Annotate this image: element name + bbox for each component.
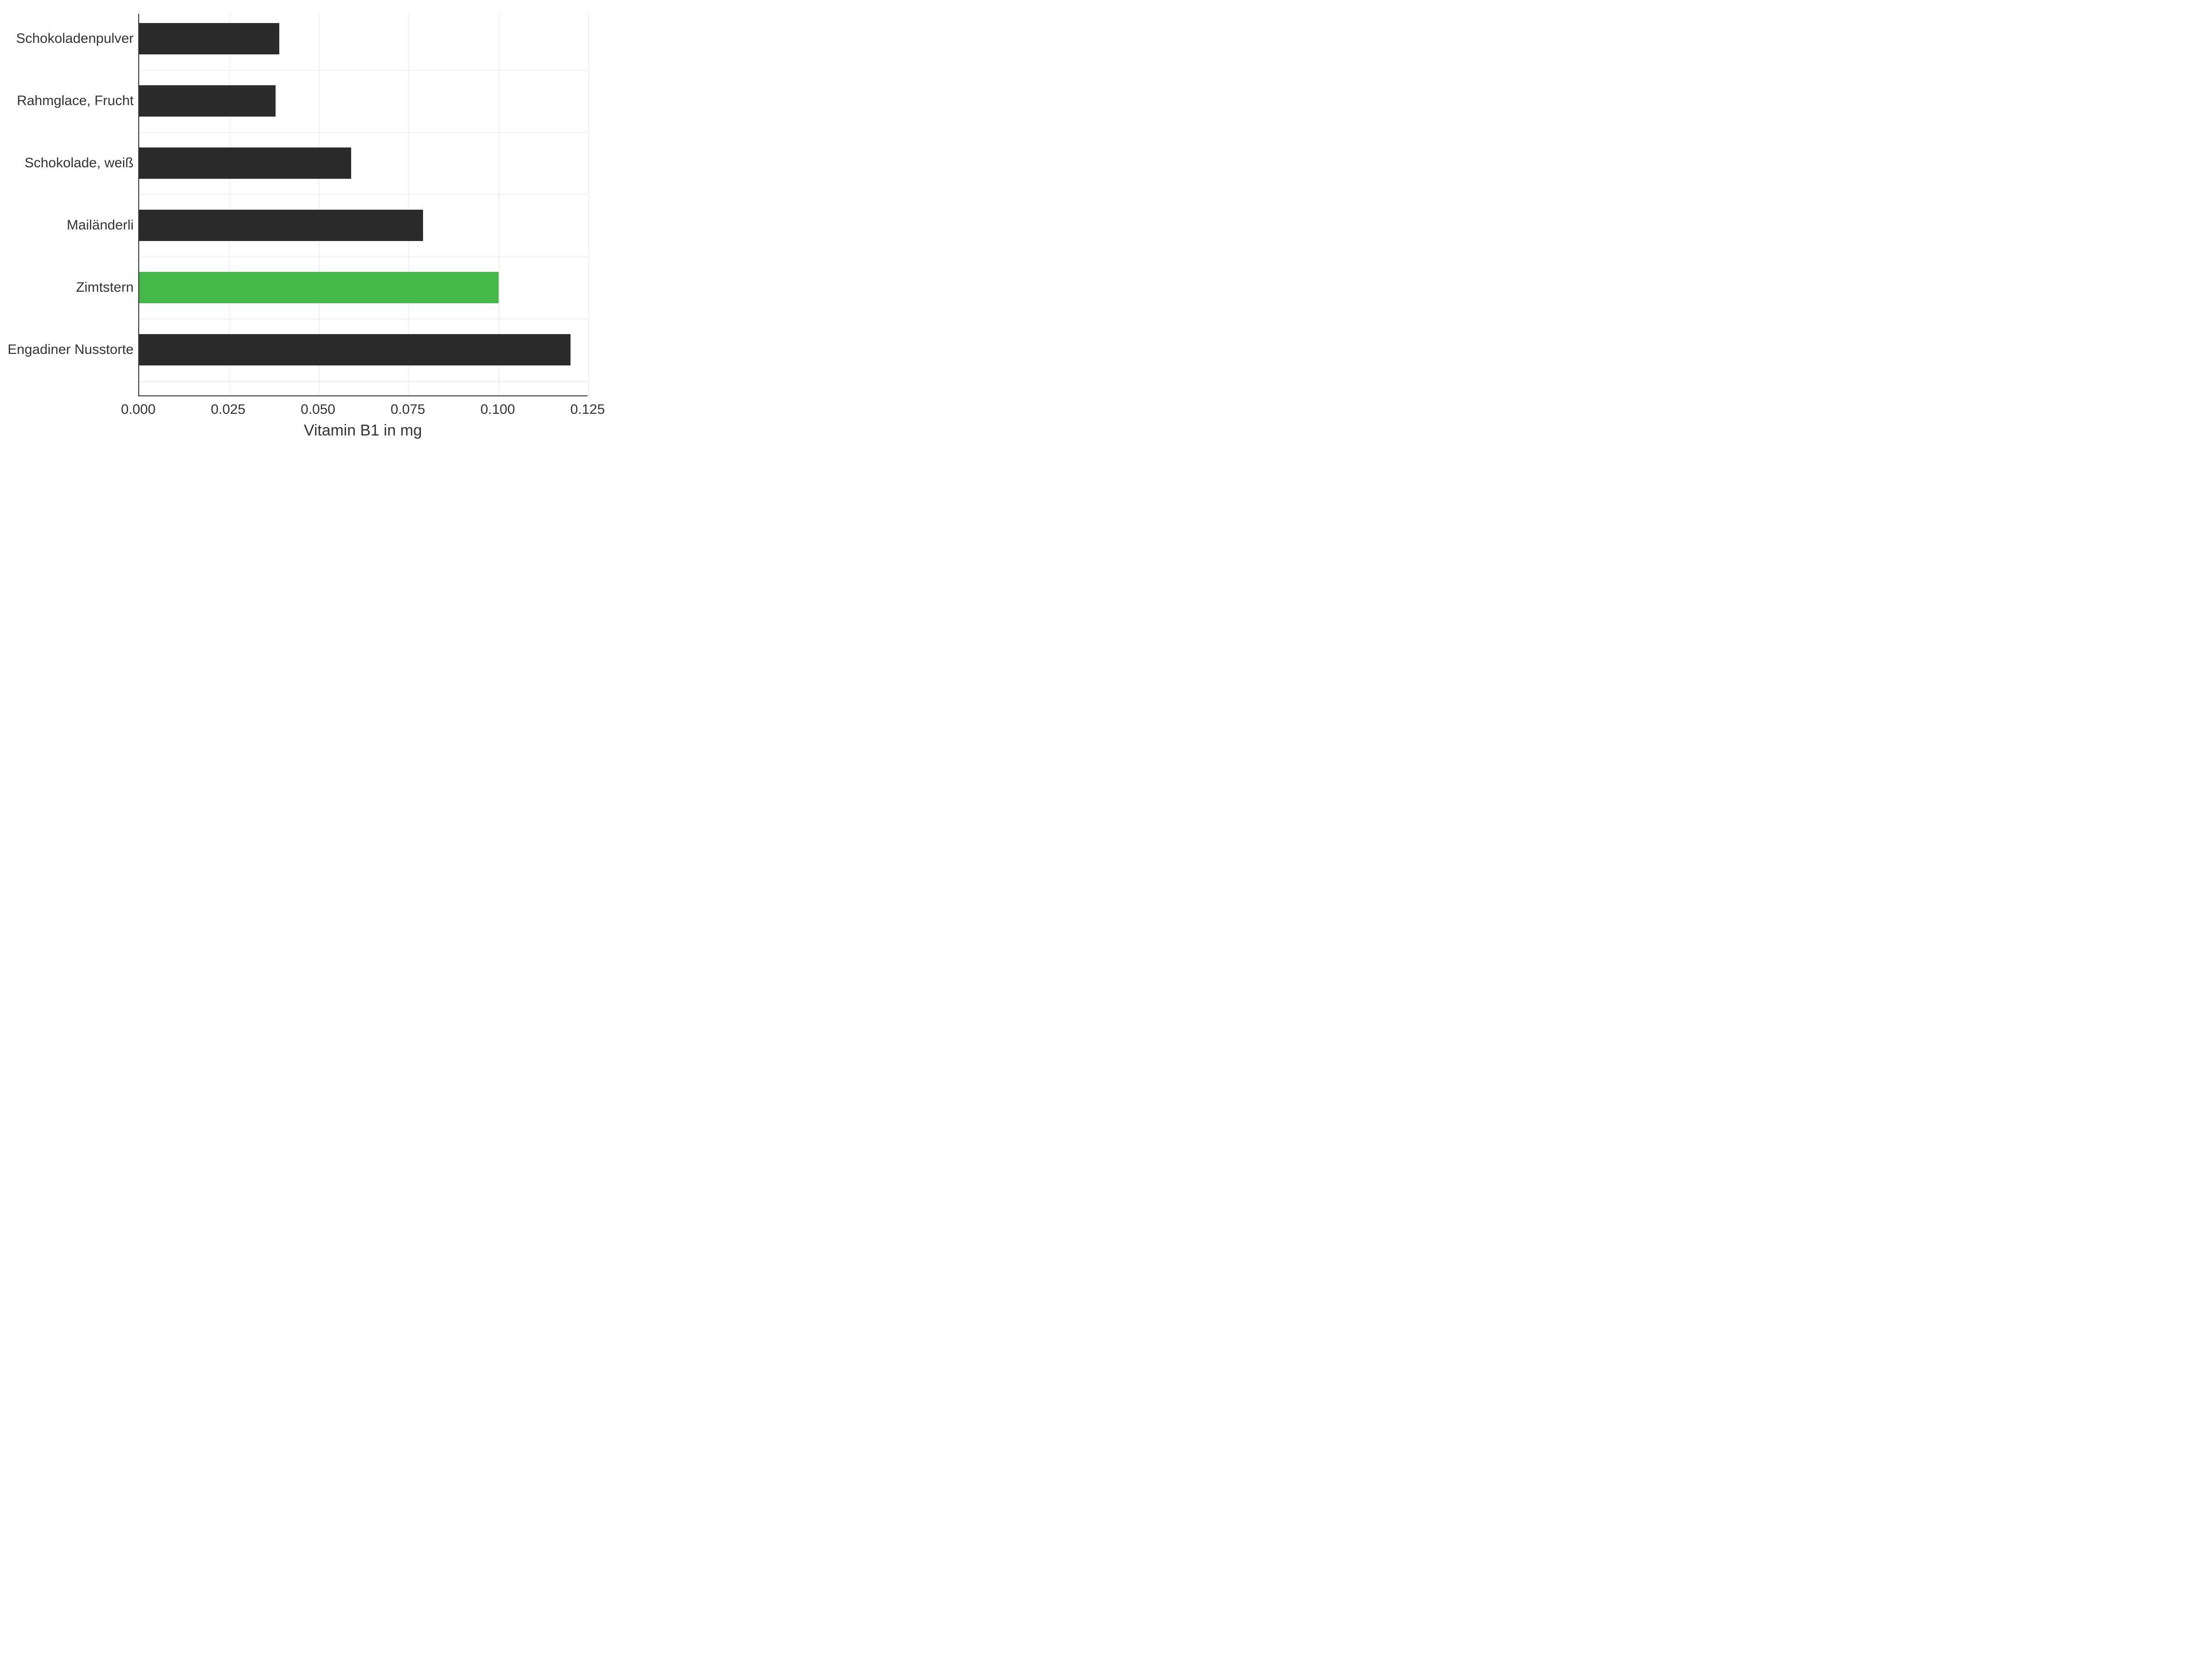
x-tick-label: 0.025 — [211, 402, 245, 418]
y-axis-label: Rahmglace, Frucht — [5, 94, 134, 108]
gridline-horizontal — [139, 70, 588, 71]
y-axis-label: Engadiner Nusstorte — [5, 343, 134, 357]
x-tick-label: 0.000 — [121, 402, 155, 418]
y-axis-label: Zimtstern — [5, 281, 134, 294]
x-tick-label: 0.075 — [390, 402, 425, 418]
gridline-horizontal — [139, 132, 588, 133]
y-axis-label: Mailänderli — [5, 218, 134, 232]
bar — [139, 23, 279, 54]
bar — [139, 334, 571, 365]
y-axis-label: Schokolade, weiß — [5, 156, 134, 170]
y-axis-label: Schokoladenpulver — [5, 32, 134, 46]
gridline-vertical — [588, 14, 589, 395]
bar — [139, 85, 276, 117]
x-axis-title: Vitamin B1 in mg — [138, 422, 588, 440]
chart-container: Vitamin B1 in mg 0.000 0.025 0.050 0.075 0.1… — [0, 0, 590, 442]
bar — [139, 210, 423, 241]
x-tick-label: 0.050 — [300, 402, 335, 418]
bar — [139, 147, 351, 179]
bar — [139, 272, 499, 303]
x-tick-label: 0.100 — [480, 402, 515, 418]
gridline-horizontal — [139, 381, 588, 382]
plot-area — [138, 14, 588, 396]
gridline-horizontal — [139, 194, 588, 195]
x-tick-label: 0.125 — [570, 402, 605, 418]
